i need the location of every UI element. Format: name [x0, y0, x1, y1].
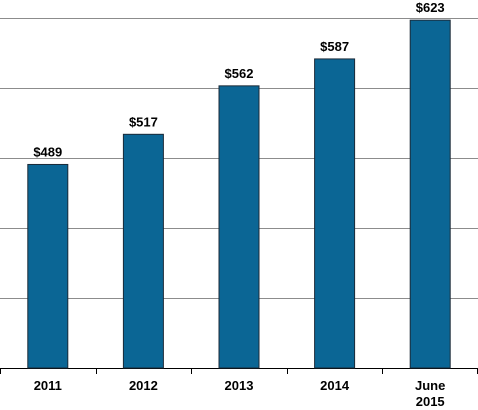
- bar: [218, 85, 260, 369]
- x-tick-label: 2011: [34, 378, 62, 393]
- value-label: $587: [320, 39, 349, 54]
- bar: [409, 19, 451, 369]
- x-tick-label: 2014: [320, 378, 350, 393]
- x-tick-label: 2013: [225, 378, 254, 393]
- bar: [27, 163, 69, 369]
- x-tick-label: June 2015: [415, 378, 445, 409]
- x-tick-label: 2012: [129, 378, 158, 393]
- value-label: $489: [33, 144, 62, 159]
- value-label: $623: [416, 0, 445, 15]
- value-label: $517: [129, 114, 158, 129]
- bar: [314, 58, 356, 369]
- bar: [122, 133, 164, 369]
- value-label: $562: [225, 66, 254, 81]
